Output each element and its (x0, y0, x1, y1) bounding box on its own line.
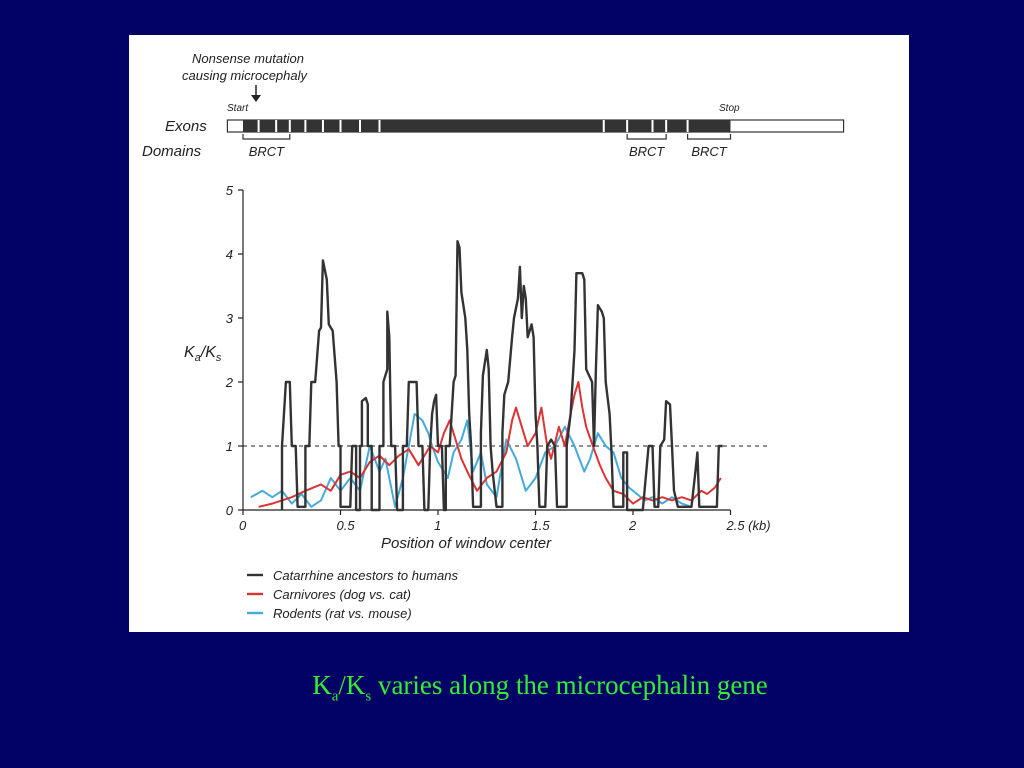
x-tick-label: 1 (434, 518, 441, 533)
mutation-annotation-line1: Nonsense mutation (192, 51, 304, 66)
figure-svg: Nonsense mutation causing microcephaly S… (142, 51, 845, 621)
stop-label: Stop (719, 103, 740, 114)
legend-label: Carnivores (dog vs. cat) (273, 587, 411, 602)
figure-panel: Nonsense mutation causing microcephaly S… (129, 35, 909, 632)
gene-map: BRCT BRCT BRCT (226, 119, 845, 159)
y-tick-label: 2 (225, 375, 234, 390)
domain-bracket (242, 134, 291, 140)
exons-label: Exons (165, 118, 207, 135)
y-tick-label: 5 (226, 183, 234, 198)
y-tick-label: 4 (226, 247, 233, 262)
y-tick-label: 1 (226, 439, 233, 454)
domain-label: BRCT (691, 144, 727, 159)
x-tick-label: 2 (628, 518, 637, 533)
x-tick-label: 0.5 (337, 518, 356, 533)
domain-label: BRCT (249, 144, 285, 159)
legend: Catarrhine ancestors to humans Carnivores… (247, 568, 458, 621)
x-axis-label: Position of window center (381, 535, 552, 552)
mutation-arrow-icon (251, 85, 261, 102)
series-line-2 (250, 413, 692, 508)
y-tick-label: 0 (226, 503, 234, 518)
domain-bracket (626, 134, 667, 140)
y-tick-label: 3 (226, 311, 234, 326)
domains-label: Domains (142, 143, 202, 160)
slide-caption: Ka/Ks varies along the microcephalin gen… (312, 670, 768, 705)
series-line-0 (280, 240, 723, 512)
domain-label: BRCT (629, 144, 665, 159)
legend-label: Rodents (rat vs. mouse) (273, 606, 412, 621)
mutation-annotation-line2: causing microcephaly (182, 68, 309, 83)
start-label: Start (227, 103, 249, 114)
x-tick-label: 2.5 (kb) (726, 518, 771, 533)
x-tick-label: 1.5 (532, 518, 551, 533)
plot-area: 0 1 2 3 4 5 0 0.5 1 1.5 2 2.5 (kb) (225, 183, 771, 533)
legend-label: Catarrhine ancestors to humans (273, 568, 458, 583)
series-line-1 (258, 381, 722, 508)
x-tick-label: 0 (239, 518, 247, 533)
coding-region (243, 120, 731, 132)
domain-bracket (687, 134, 732, 140)
y-axis-label: Ka/Ks (184, 344, 222, 364)
